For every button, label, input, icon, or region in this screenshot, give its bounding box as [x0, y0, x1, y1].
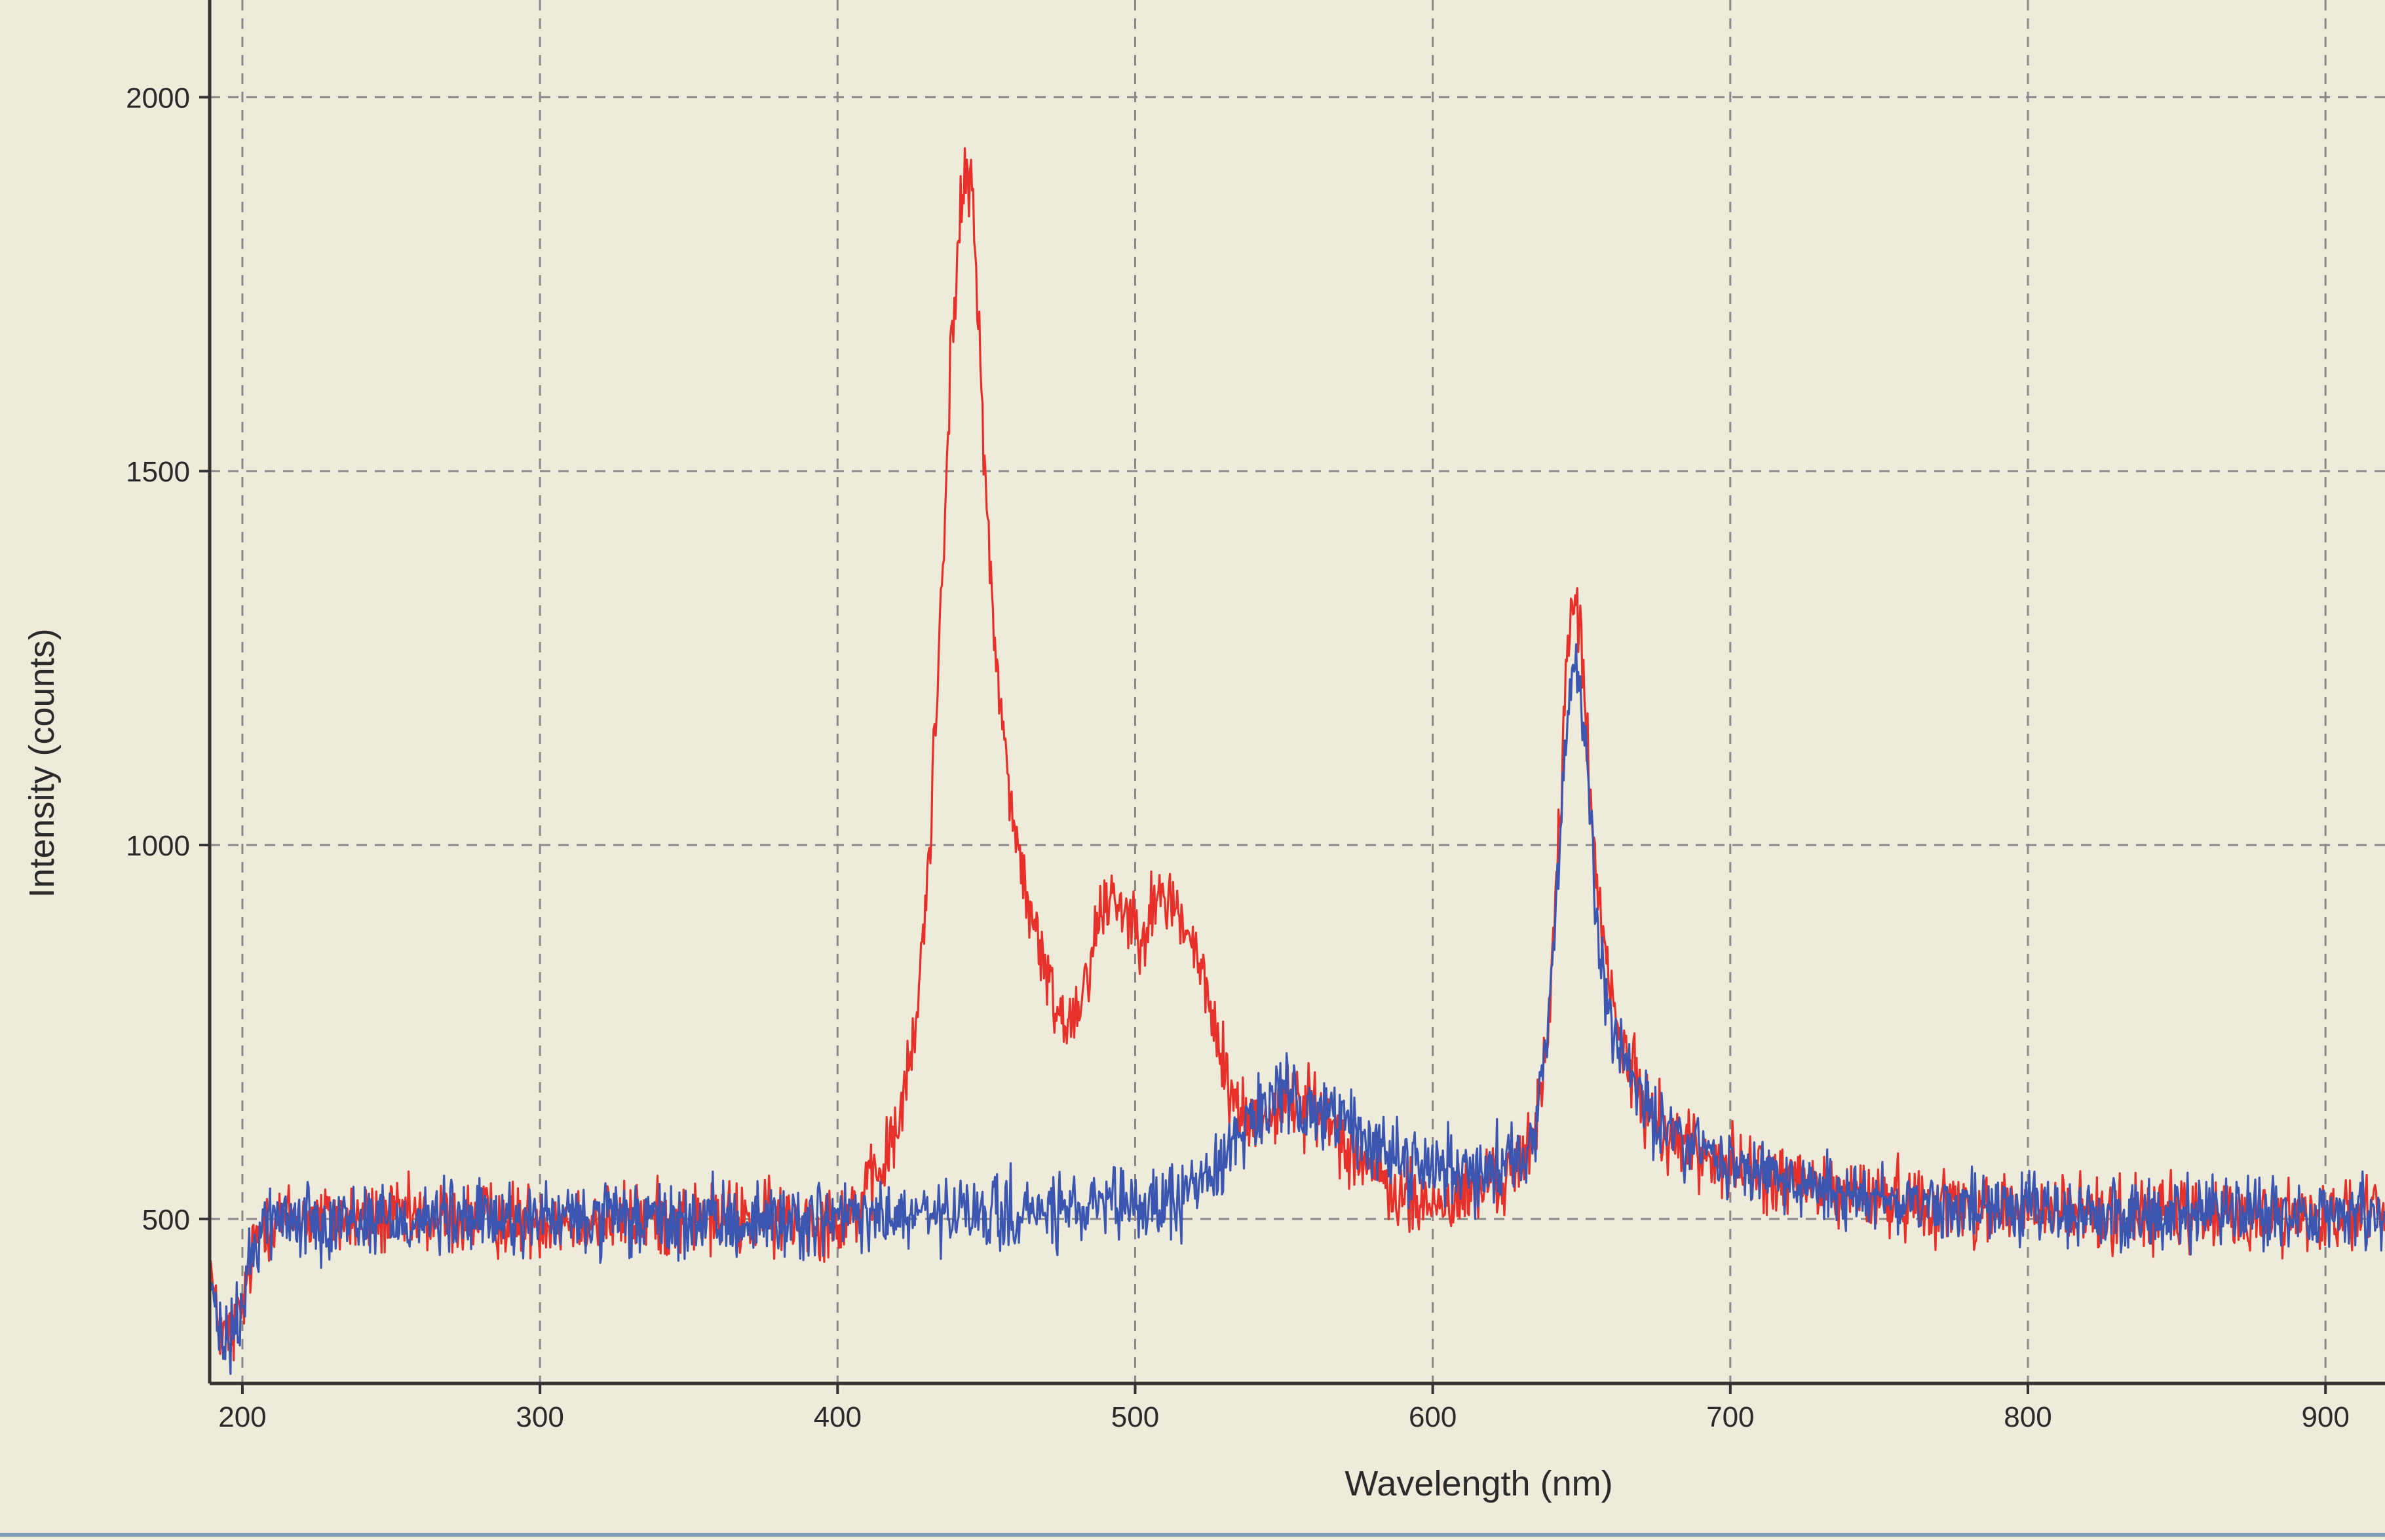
y-tick-label: 1500: [126, 456, 190, 488]
tick-layer: 200 300 400 500 600 700 800 900 500 1000 1500 2000: [126, 82, 2350, 1433]
x-tick-label: 500: [1111, 1401, 1159, 1433]
x-tick-label: 900: [2301, 1401, 2349, 1433]
y-axis-label: Intensity (counts): [22, 628, 62, 897]
x-tick-label: 700: [1706, 1401, 1754, 1433]
blue-spectrum-series: [208, 643, 2385, 1375]
x-tick-label: 800: [2004, 1401, 2051, 1433]
window-bottom-border: [0, 1533, 2385, 1537]
x-axis-label: Wavelength (nm): [1345, 1464, 1612, 1503]
red-spectrum-series: [208, 147, 2385, 1362]
y-tick-label: 500: [142, 1204, 190, 1236]
y-tick-label: 1000: [126, 830, 190, 862]
series-layer: [208, 147, 2385, 1375]
x-tick-label: 600: [1409, 1401, 1457, 1433]
y-tick-label: 2000: [126, 82, 190, 114]
grid-layer: [210, 0, 2385, 1383]
x-tick-label: 200: [218, 1401, 266, 1433]
axes-layer: [208, 0, 2385, 1385]
x-tick-label: 400: [814, 1401, 862, 1433]
x-tick-label: 300: [516, 1401, 563, 1433]
